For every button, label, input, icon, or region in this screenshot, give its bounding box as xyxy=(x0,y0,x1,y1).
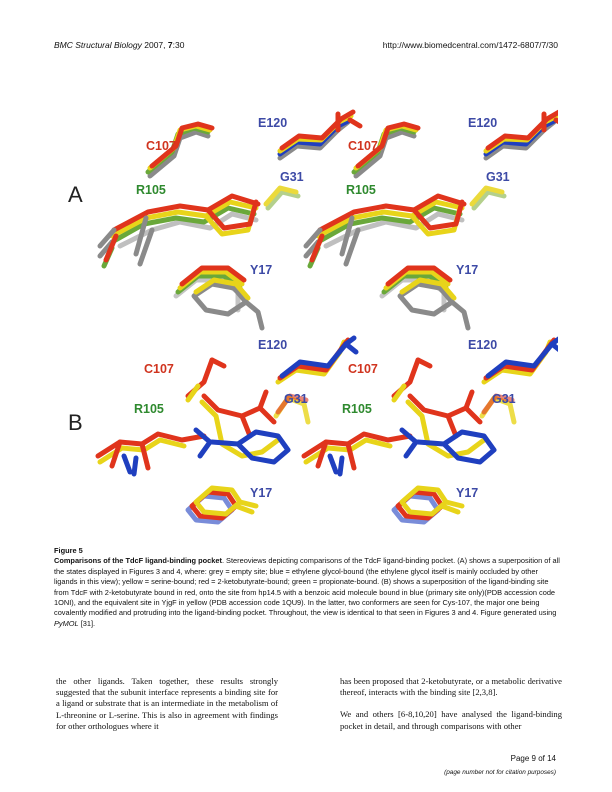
label-c107-a-right: C107 xyxy=(348,139,378,153)
label-r105-a-left: R105 xyxy=(136,183,166,197)
figure-title: Comparisons of the TdcF ligand-binding p… xyxy=(54,556,222,566)
article-number: :30 xyxy=(172,40,185,50)
panel-b-stereo-right xyxy=(304,338,558,522)
page-number-note: (page number not for citation purposes) xyxy=(444,769,556,776)
figure-molecular-graphics xyxy=(54,96,558,536)
label-y17-b-right: Y17 xyxy=(456,486,479,500)
caption-software: PyMOL xyxy=(54,618,79,628)
panel-a-stereo-right xyxy=(306,112,558,328)
label-c107-b-right: C107 xyxy=(348,362,378,376)
label-e120-b-left: E120 xyxy=(258,338,288,352)
panel-a-stereo-left xyxy=(100,112,360,328)
panel-label-b: B xyxy=(68,410,83,435)
body-column-right: has been proposed that 2-ketobutyrate, o… xyxy=(340,676,562,743)
page-number: Page 9 of 14 xyxy=(510,754,556,763)
running-header-citation: BMC Structural Biology 2007, 7:30 xyxy=(54,40,184,50)
label-e120-a-left: E120 xyxy=(258,116,288,130)
caption-body: . Stereoviews depicting comparisons of t… xyxy=(54,556,560,618)
label-c107-a-left: C107 xyxy=(146,139,176,153)
label-y17-b-left: Y17 xyxy=(250,486,273,500)
label-r105-b-left: R105 xyxy=(134,402,164,416)
journal-volume: 7 xyxy=(167,40,173,50)
caption-reference: [31]. xyxy=(78,618,96,628)
label-y17-a-left: Y17 xyxy=(250,263,273,277)
journal-name: BMC Structural Biology xyxy=(54,40,142,50)
body-paragraph: We and others [6-8,10,20] have analysed … xyxy=(340,709,562,731)
label-c107-b-left: C107 xyxy=(144,362,174,376)
label-g31-a-left: G31 xyxy=(280,170,304,184)
figure-label: Figure 5 xyxy=(54,546,83,555)
body-column-left: the other ligands. Taken together, these… xyxy=(56,676,278,743)
label-r105-a-right: R105 xyxy=(346,183,376,197)
label-r105-b-right: R105 xyxy=(342,402,372,416)
label-g31-a-right: G31 xyxy=(486,170,510,184)
label-y17-a-right: Y17 xyxy=(456,263,479,277)
label-e120-a-right: E120 xyxy=(468,116,498,130)
figure-caption: Figure 5 Comparisons of the TdcF ligand-… xyxy=(54,546,560,629)
article-url[interactable]: http://www.biomedcentral.com/1472-6807/7… xyxy=(382,40,558,50)
label-g31-b-left: G31 xyxy=(284,392,308,406)
journal-year: 2007, xyxy=(144,40,166,50)
figure-5-stereoviews: A B E120 C107 G31 R105 Y17 E120 C107 G31… xyxy=(54,96,558,536)
panel-b-stereo-left xyxy=(98,338,356,522)
body-paragraph: has been proposed that 2-ketobutyrate, o… xyxy=(340,676,562,698)
label-e120-b-right: E120 xyxy=(468,338,498,352)
panel-label-a: A xyxy=(68,182,83,207)
body-paragraph: the other ligands. Taken together, these… xyxy=(56,676,278,731)
label-g31-b-right: G31 xyxy=(492,392,516,406)
